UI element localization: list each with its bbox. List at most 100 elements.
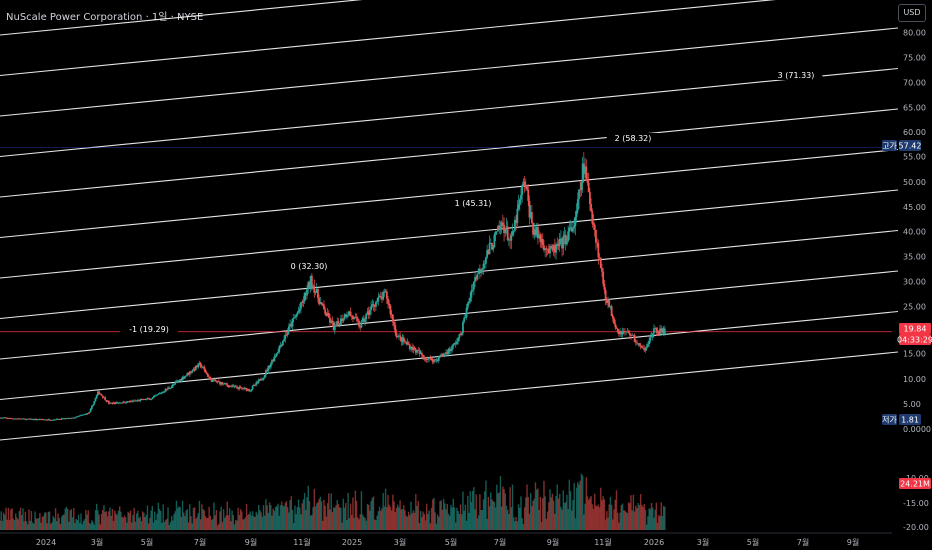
candle-body [356, 318, 359, 321]
volume-bar [89, 523, 92, 530]
volume-bar [544, 496, 546, 530]
candle-body [190, 371, 192, 373]
volume-bar [52, 516, 54, 530]
candle-body [267, 365, 270, 371]
volume-bar [471, 490, 474, 530]
candle-body [203, 367, 206, 370]
candle-body [516, 208, 519, 224]
candle-body [475, 277, 478, 280]
volume-bar [34, 511, 36, 530]
candle-body [200, 366, 203, 368]
high-value-badge: 57.42 [899, 140, 921, 151]
volume-bar [504, 493, 506, 530]
candle-body [59, 419, 62, 420]
candle-body [153, 395, 156, 397]
volume-bar [610, 504, 613, 530]
candle-body [178, 380, 180, 382]
volume-bar [561, 509, 563, 530]
candle-body [632, 334, 635, 336]
candle-body [603, 283, 606, 290]
price-tick-label: 75.00 [903, 54, 926, 63]
candle-body [234, 386, 237, 388]
candle-body [98, 391, 101, 394]
volume-bar [469, 491, 471, 530]
volume-bar [533, 498, 535, 530]
candle-body [257, 379, 260, 383]
candle-body [122, 401, 125, 404]
candle-body [163, 391, 166, 393]
candle-body [428, 357, 431, 359]
candle-body [636, 342, 638, 344]
volume-bar [253, 516, 255, 530]
chart-title: NuScale Power Corporation · 1일 · NYSE [6, 12, 204, 23]
candle-body [567, 231, 570, 241]
volume-bar [207, 517, 209, 530]
volume-bar [419, 510, 422, 530]
candle-body [348, 311, 351, 315]
volume-bar [542, 498, 544, 530]
volume-bar [597, 504, 600, 530]
volume-bar [270, 505, 272, 530]
low-value-badge-text: 1.81 [901, 416, 919, 425]
volume-bar [301, 503, 303, 530]
candle-body [541, 238, 544, 246]
volume-bar [577, 482, 579, 530]
candle-body [211, 379, 214, 382]
candle-body [53, 419, 56, 421]
candle-body [553, 245, 556, 253]
volume-bar [247, 515, 249, 530]
candle-body [647, 344, 649, 347]
candle-body [168, 387, 171, 389]
candle-body [324, 309, 327, 315]
candle-body [269, 363, 272, 368]
candle-body [539, 234, 542, 243]
candle-body [335, 325, 337, 327]
volume-bar [475, 494, 477, 530]
candle-body [196, 365, 198, 368]
volume-bar [369, 510, 371, 530]
volume-bar [273, 510, 276, 530]
candle-body [620, 331, 623, 335]
volume-bar [189, 504, 191, 530]
volume-bar [550, 497, 552, 530]
candle-body [317, 288, 319, 298]
volume-bar [68, 521, 70, 530]
volume-bar [387, 495, 389, 530]
volume-bar [59, 523, 62, 530]
volume-bar [297, 499, 300, 530]
candle-body [289, 324, 292, 327]
candle-body [186, 372, 189, 376]
candle-body [619, 331, 622, 335]
volume-bar [377, 511, 380, 530]
candle-body [26, 418, 29, 420]
candle-body [207, 373, 209, 377]
volume-bar [409, 515, 411, 530]
currency-button[interactable]: USD [898, 4, 926, 22]
candle-body [419, 352, 422, 354]
fib-label-text: 1 (45.31) [455, 199, 492, 208]
candle-body [65, 418, 68, 419]
candle-body [23, 418, 26, 420]
volume-bar [112, 520, 115, 530]
candle-body [278, 346, 281, 353]
candle-body [563, 234, 566, 237]
candle-body [385, 291, 388, 299]
time-axis: 2024 3월 5월 7월 9월 11월 2025 3월 5월 7월 9월 11월 2026 3월 5월 7월… [0, 532, 892, 547]
candle-body [167, 387, 169, 390]
volume-bar [282, 505, 284, 530]
candle-body [150, 399, 152, 401]
volume-bar [64, 508, 66, 530]
candle-body [155, 395, 157, 397]
candle-body [159, 393, 162, 395]
volume-bar [162, 504, 164, 530]
volume-bar [371, 497, 374, 530]
fib-channel-line [0, 310, 899, 401]
fib-channel-line [0, 0, 363, 36]
candle-body [37, 419, 40, 420]
candle-body [281, 341, 284, 346]
volume-bar [488, 506, 491, 530]
candle-body [208, 376, 211, 378]
volume-bar [407, 511, 410, 530]
volume-bar [83, 519, 86, 530]
